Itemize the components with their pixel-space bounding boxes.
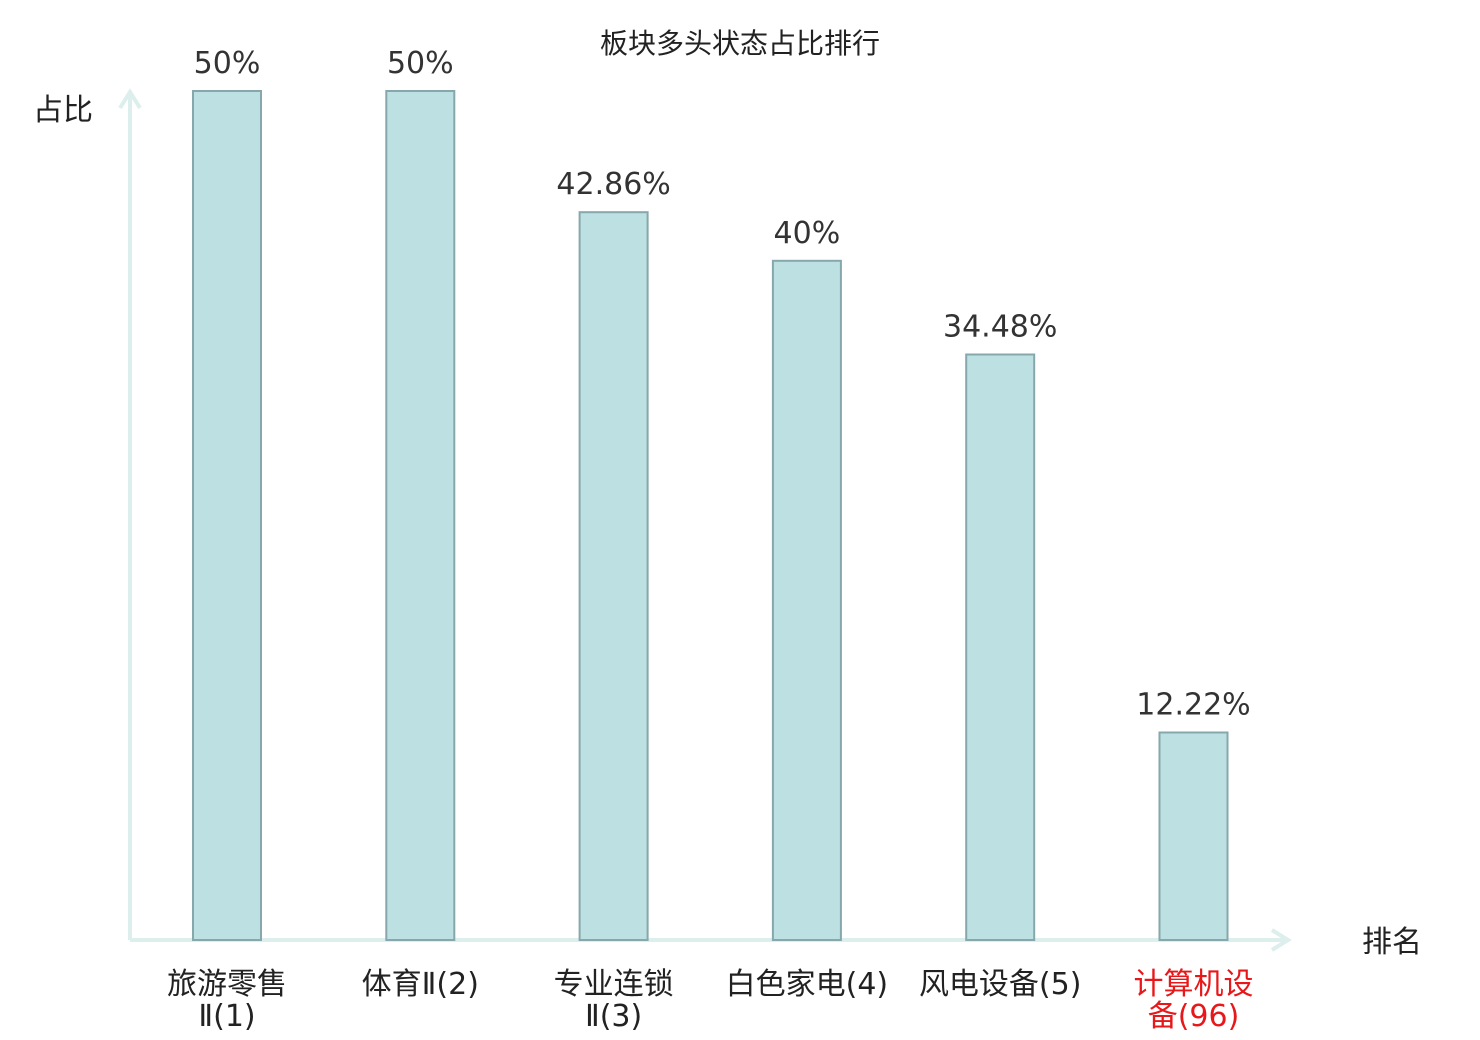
category-label: Ⅱ(1): [198, 999, 255, 1034]
x-axis-arrow-icon: [1270, 928, 1292, 952]
bars-group: [192, 90, 1229, 941]
bar: [1158, 731, 1229, 941]
bar-value-label: 42.86%: [556, 167, 670, 202]
bar-value-label: 34.48%: [943, 310, 1057, 345]
bar: [385, 90, 456, 941]
value-labels-group: 50% 50% 42.86% 40% 34.48% 12.22%: [194, 46, 1251, 723]
x-axis-label: 排名: [1362, 925, 1422, 960]
category-label: 专业连锁: [554, 967, 674, 1002]
y-axis-label: 占比: [33, 93, 93, 128]
category-label: Ⅱ(3): [585, 999, 642, 1034]
bar: [578, 211, 649, 941]
category-label: 备(96): [1148, 999, 1240, 1034]
category-label: 旅游零售: [167, 967, 287, 1002]
bar-value-label: 40%: [774, 216, 841, 251]
y-axis-arrow-icon: [118, 88, 142, 110]
bar-value-label: 50%: [387, 46, 454, 81]
bar: [192, 90, 262, 941]
bar-value-label: 50%: [194, 46, 261, 81]
bar: [965, 353, 1036, 941]
category-label: 风电设备(5): [919, 967, 1082, 1002]
category-label: 体育Ⅱ(2): [362, 967, 479, 1002]
bar-value-label: 12.22%: [1136, 688, 1250, 723]
category-label: 白色家电(4): [726, 967, 889, 1002]
chart-title: 板块多头状态占比排行: [600, 27, 880, 60]
category-label: 计算机设: [1134, 967, 1254, 1002]
bar: [771, 259, 842, 941]
